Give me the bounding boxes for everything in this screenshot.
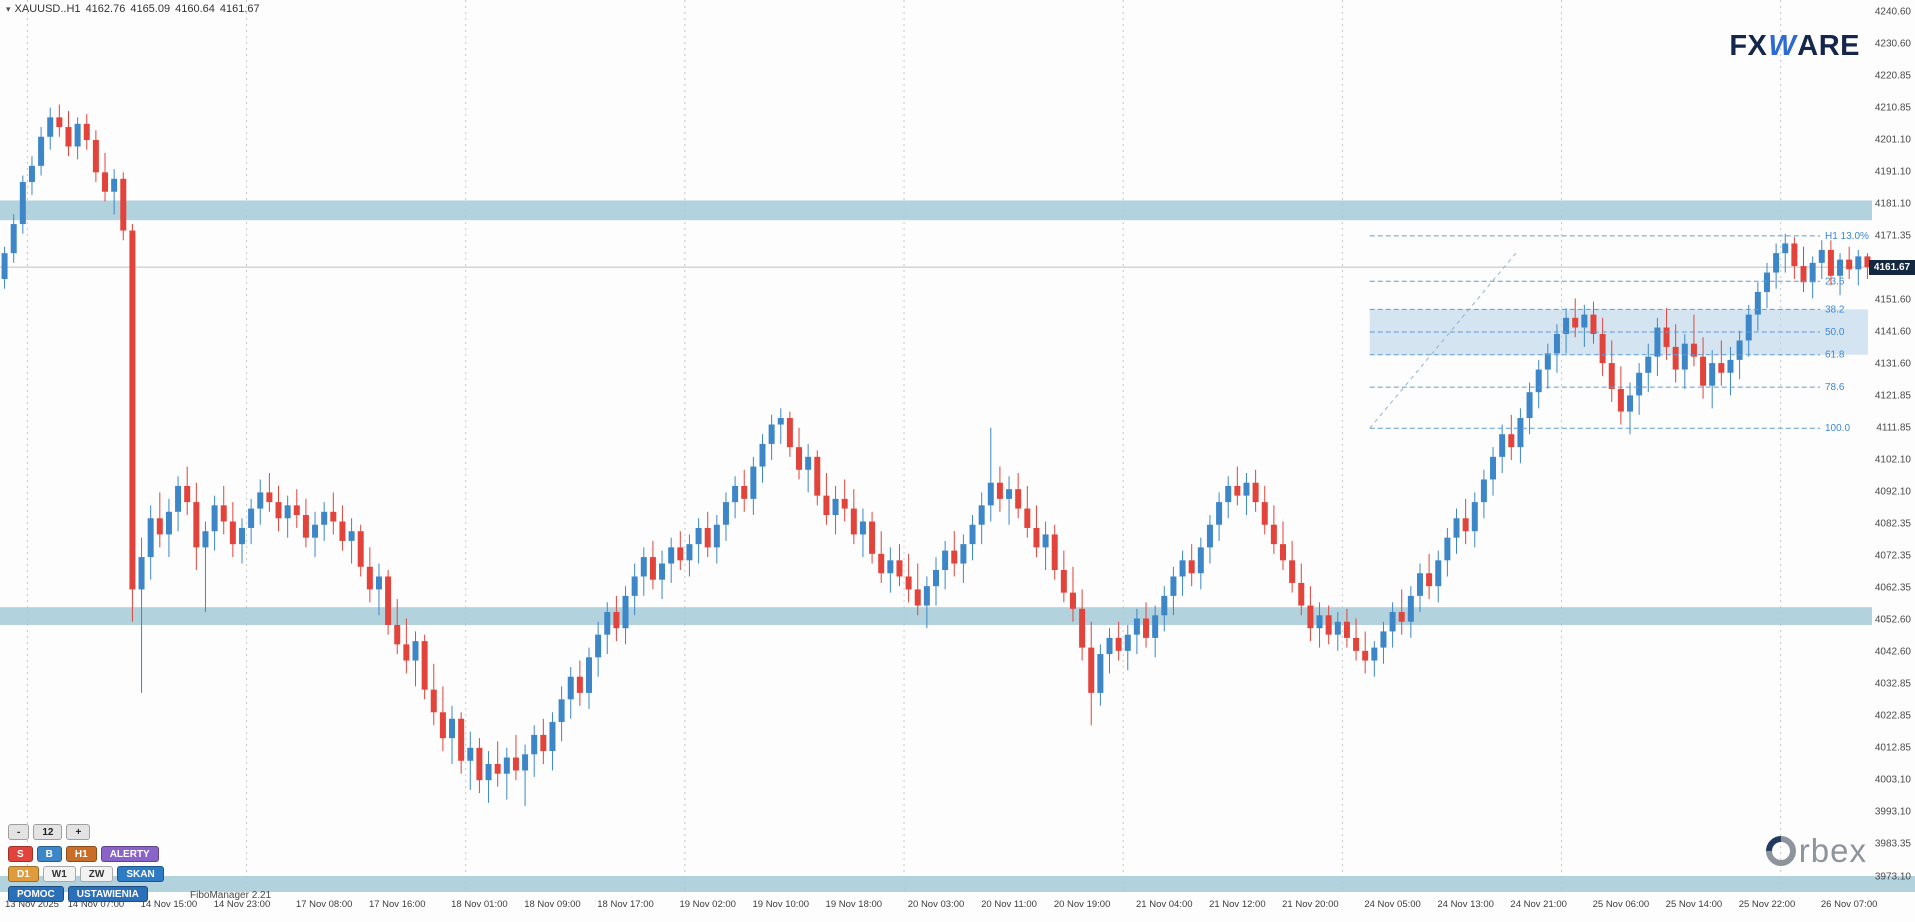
timeframe-d1-button[interactable]: D1 [8, 866, 39, 882]
price-axis-label: 4111.85 [1876, 422, 1911, 434]
price-axis-label: 4141.60 [1874, 326, 1911, 338]
current-price-tag: 4161.67 [1869, 259, 1915, 275]
price-axis-label: 4082.35 [1874, 518, 1911, 530]
time-axis-label: 20 Nov 11:00 [981, 899, 1037, 910]
trade-controls-row: S B H1 ALERTY [8, 846, 159, 862]
price-axis-label: 3973.10 [1874, 871, 1911, 883]
price-axis-label: 4220.85 [1874, 70, 1911, 82]
time-axis-label: 25 Nov 22:00 [1738, 899, 1796, 910]
timeframe-h1-button[interactable]: H1 [65, 846, 97, 862]
timeframe-controls-row: D1 W1 ZW SKAN [8, 866, 164, 882]
fib-level-label: H1 13.0% [1825, 231, 1869, 242]
symbol-marker-icon: ▾ [6, 4, 11, 14]
time-axis-label: 24 Nov 05:00 [1364, 899, 1421, 910]
price-axis-label: 4003.10 [1874, 774, 1911, 786]
time-axis-label: 20 Nov 03:00 [907, 899, 965, 910]
price-axis[interactable]: 4240.60 4230.60 4220.85 4210.85 4201.10 4191.… [1869, 0, 1915, 893]
fib-level-label: 38.2 [1825, 304, 1845, 315]
orbex-ring-icon [1759, 829, 1803, 873]
time-axis-label: 19 Nov 02:00 [679, 899, 736, 910]
help-button[interactable]: POMOC [8, 886, 64, 902]
symbol-info: ▾ XAUUSD..H1 4162.76 4165.09 4160.64 4161.67 [6, 3, 265, 15]
fib-level-label: 23.6 [1825, 276, 1845, 287]
fib-level-label: 100.0 [1825, 423, 1850, 434]
time-axis-label: 18 Nov 01:00 [451, 899, 508, 910]
zw-button[interactable]: ZW [79, 866, 114, 882]
price-axis-label: 4201.10 [1874, 134, 1911, 146]
price-axis-label: 4230.60 [1874, 38, 1911, 50]
price-axis-label: 4092.10 [1874, 486, 1911, 498]
ohlc-close: 4161.67 [219, 3, 260, 15]
fxware-logo-w: W [1768, 30, 1797, 62]
buy-button[interactable]: B [36, 846, 62, 862]
price-axis-label: 3983.35 [1874, 838, 1911, 850]
time-axis-label: 19 Nov 18:00 [825, 899, 883, 910]
time-axis-label: 21 Nov 12:00 [1209, 899, 1266, 910]
price-axis-label: 4012.85 [1874, 742, 1911, 754]
time-axis-label: 26 Nov 07:00 [1820, 899, 1878, 910]
symbol-title: XAUUSD..H1 [14, 3, 81, 15]
time-axis-label: 21 Nov 04:00 [1136, 899, 1193, 910]
current-price-value: 4161.67 [1873, 261, 1911, 273]
bars-count-button[interactable]: 12 [33, 824, 63, 840]
ohlc-high: 4165.09 [130, 3, 171, 15]
price-axis-label: 4022.85 [1874, 710, 1911, 722]
price-axis-label: 4032.85 [1874, 678, 1911, 690]
fib-level-label: 61.8 [1825, 350, 1845, 361]
alerts-button[interactable]: ALERTY [100, 846, 159, 862]
price-axis-label: 4191.10 [1874, 166, 1911, 178]
price-axis-label: 4171.35 [1874, 230, 1911, 242]
price-axis-label: 4072.35 [1874, 550, 1911, 562]
price-axis-label: 4131.60 [1874, 358, 1911, 370]
fxware-logo-are: ARE [1797, 30, 1860, 62]
time-axis-label: 17 Nov 16:00 [368, 899, 426, 910]
time-axis-label: 25 Nov 06:00 [1592, 899, 1650, 910]
price-axis-label: 4121.85 [1874, 390, 1911, 402]
time-axis-label: 14 Nov 23:00 [213, 899, 271, 910]
time-axis-label: 21 Nov 20:00 [1282, 899, 1339, 910]
time-axis-label: 25 Nov 14:00 [1665, 899, 1723, 910]
time-axis-label: 18 Nov 09:00 [524, 899, 581, 910]
price-axis-label: 4210.85 [1874, 102, 1911, 114]
price-axis-label: 4062.35 [1874, 582, 1911, 594]
orbex-logo-text: rbex [1798, 832, 1867, 869]
sell-button[interactable]: S [8, 846, 33, 862]
scan-button[interactable]: SKAN [117, 866, 164, 882]
time-axis-label: 19 Nov 10:00 [752, 899, 810, 910]
ohlc-low: 4160.64 [175, 3, 215, 15]
price-axis-label: 4151.60 [1874, 294, 1911, 306]
time-axis-label: 18 Nov 17:00 [597, 899, 654, 910]
fib-level-label: 78.6 [1825, 382, 1845, 393]
price-axis-label: 4052.60 [1874, 614, 1911, 626]
time-axis-label: 17 Nov 08:00 [295, 899, 353, 910]
zoom-in-button[interactable]: + [66, 824, 91, 840]
price-axis-label: 4042.60 [1874, 646, 1911, 658]
time-axis-label: 24 Nov 13:00 [1437, 899, 1494, 910]
price-axis-label: 4240.60 [1874, 6, 1911, 18]
app-version-label: FiboManager 2.21 [190, 890, 272, 901]
price-axis-label: 3993.10 [1874, 806, 1911, 818]
settings-button[interactable]: USTAWIENIA [67, 886, 148, 902]
fib-level-label: 50.0 [1825, 327, 1845, 338]
price-axis-label: 4181.10 [1874, 198, 1911, 210]
time-axis-label: 20 Nov 19:00 [1053, 899, 1111, 910]
zoom-controls-row: -12 + [8, 824, 91, 840]
bottom-zone-band [0, 876, 1915, 892]
time-axis-label: 14 Nov 15:00 [140, 899, 198, 910]
time-axis-label: 13 Nov 2025 [5, 899, 59, 910]
timeframe-w1-button[interactable]: W1 [42, 866, 76, 882]
fxware-logo: FXWARE [1729, 30, 1860, 63]
fxware-logo-fx: FX [1729, 30, 1768, 62]
candlestick-chart[interactable]: H1 13.0% 23.6 38.2 50.0 61.8 78.6 100.0 [0, 0, 1872, 893]
time-axis-label: 24 Nov 21:00 [1510, 899, 1567, 910]
time-axis-label: 14 Nov 07:00 [67, 899, 125, 910]
time-axis[interactable]: 13 Nov 2025 14 Nov 07:00 14 Nov 15:00 14 No… [0, 897, 1877, 917]
ohlc-open: 4162.76 [85, 3, 126, 15]
orbex-logo: rbex [1759, 829, 1867, 873]
price-axis-label: 4102.10 [1874, 454, 1911, 466]
bottom-controls-row: POMOC USTAWIENIA [8, 886, 148, 902]
zoom-out-button[interactable]: - [8, 824, 30, 840]
